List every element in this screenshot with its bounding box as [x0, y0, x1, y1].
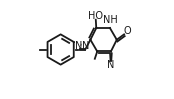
- Text: HO: HO: [88, 10, 103, 20]
- Text: NH: NH: [103, 15, 118, 25]
- Text: N: N: [107, 60, 115, 70]
- Text: O: O: [124, 26, 132, 36]
- Text: N: N: [82, 41, 89, 51]
- Text: N: N: [75, 41, 83, 51]
- Text: ʹ: ʹ: [80, 44, 82, 53]
